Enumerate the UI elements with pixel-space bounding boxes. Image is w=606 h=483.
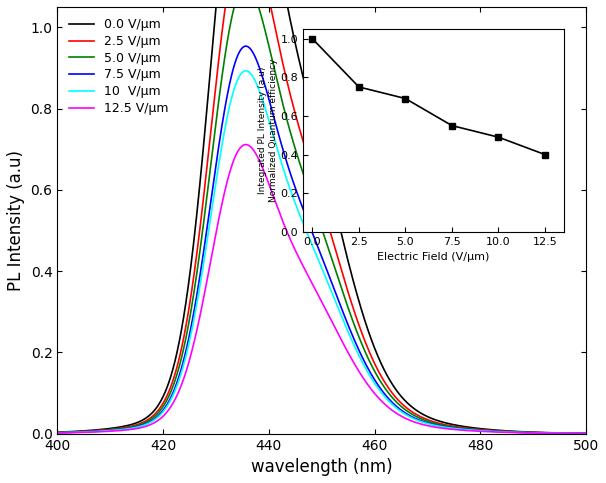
10  V/μm bbox=[54, 430, 61, 436]
5.0 V/μm bbox=[470, 426, 478, 432]
12.5 V/μm bbox=[470, 428, 478, 434]
7.5 V/μm bbox=[567, 430, 574, 436]
10  V/μm bbox=[311, 248, 318, 254]
2.5 V/μm bbox=[297, 130, 304, 136]
X-axis label: Electric Field (V/μm): Electric Field (V/μm) bbox=[377, 252, 490, 262]
2.5 V/μm bbox=[567, 430, 574, 436]
7.5 V/μm bbox=[470, 427, 478, 433]
10  V/μm bbox=[470, 427, 478, 433]
2.5 V/μm bbox=[470, 426, 478, 432]
5.0 V/μm bbox=[81, 429, 88, 435]
5.0 V/μm bbox=[567, 430, 574, 436]
5.0 V/μm bbox=[567, 430, 574, 436]
7.5 V/μm bbox=[81, 429, 88, 435]
0.0 V/μm bbox=[582, 430, 590, 436]
10  V/μm bbox=[582, 430, 590, 436]
10  V/μm bbox=[297, 214, 304, 220]
Legend: 0.0 V/μm, 2.5 V/μm, 5.0 V/μm, 7.5 V/μm, 10  V/μm, 12.5 V/μm: 0.0 V/μm, 2.5 V/μm, 5.0 V/μm, 7.5 V/μm, … bbox=[64, 13, 173, 120]
Y-axis label: Integrated PL Intensity (a.u)
Normalized Quantum efficiency: Integrated PL Intensity (a.u) Normalized… bbox=[258, 58, 278, 202]
X-axis label: wavelength (nm): wavelength (nm) bbox=[251, 458, 393, 476]
Line: 10  V/μm: 10 V/μm bbox=[58, 71, 586, 433]
10  V/μm bbox=[242, 68, 250, 73]
7.5 V/μm bbox=[54, 430, 61, 436]
2.5 V/μm bbox=[567, 430, 574, 436]
10  V/μm bbox=[567, 430, 574, 436]
7.5 V/μm bbox=[567, 430, 574, 436]
12.5 V/μm bbox=[242, 142, 250, 147]
7.5 V/μm bbox=[582, 430, 590, 436]
7.5 V/μm bbox=[297, 199, 304, 205]
7.5 V/μm bbox=[242, 43, 250, 49]
0.0 V/μm bbox=[81, 428, 88, 434]
12.5 V/μm bbox=[297, 258, 304, 264]
0.0 V/μm bbox=[470, 425, 478, 431]
5.0 V/μm bbox=[311, 205, 318, 211]
5.0 V/μm bbox=[297, 163, 304, 169]
12.5 V/μm bbox=[81, 429, 88, 435]
12.5 V/μm bbox=[567, 430, 574, 436]
2.5 V/μm bbox=[311, 177, 318, 183]
Y-axis label: PL Intensity (a.u): PL Intensity (a.u) bbox=[7, 150, 25, 291]
5.0 V/μm bbox=[54, 430, 61, 436]
Line: 12.5 V/μm: 12.5 V/μm bbox=[58, 144, 586, 434]
0.0 V/μm bbox=[54, 429, 61, 435]
2.5 V/μm bbox=[582, 430, 590, 436]
Line: 5.0 V/μm: 5.0 V/μm bbox=[58, 0, 586, 433]
0.0 V/μm bbox=[297, 64, 304, 70]
0.0 V/μm bbox=[567, 430, 574, 436]
2.5 V/μm bbox=[81, 428, 88, 434]
0.0 V/μm bbox=[567, 430, 574, 436]
12.5 V/μm bbox=[54, 430, 61, 436]
7.5 V/μm bbox=[311, 236, 318, 242]
10  V/μm bbox=[567, 430, 574, 436]
Line: 7.5 V/μm: 7.5 V/μm bbox=[58, 46, 586, 433]
Line: 0.0 V/μm: 0.0 V/μm bbox=[58, 0, 586, 433]
10  V/μm bbox=[81, 429, 88, 435]
12.5 V/μm bbox=[567, 430, 574, 436]
2.5 V/μm bbox=[54, 429, 61, 435]
Line: 2.5 V/μm: 2.5 V/μm bbox=[58, 0, 586, 433]
0.0 V/μm bbox=[311, 121, 318, 127]
12.5 V/μm bbox=[582, 431, 590, 437]
12.5 V/μm bbox=[311, 285, 318, 291]
5.0 V/μm bbox=[582, 430, 590, 436]
